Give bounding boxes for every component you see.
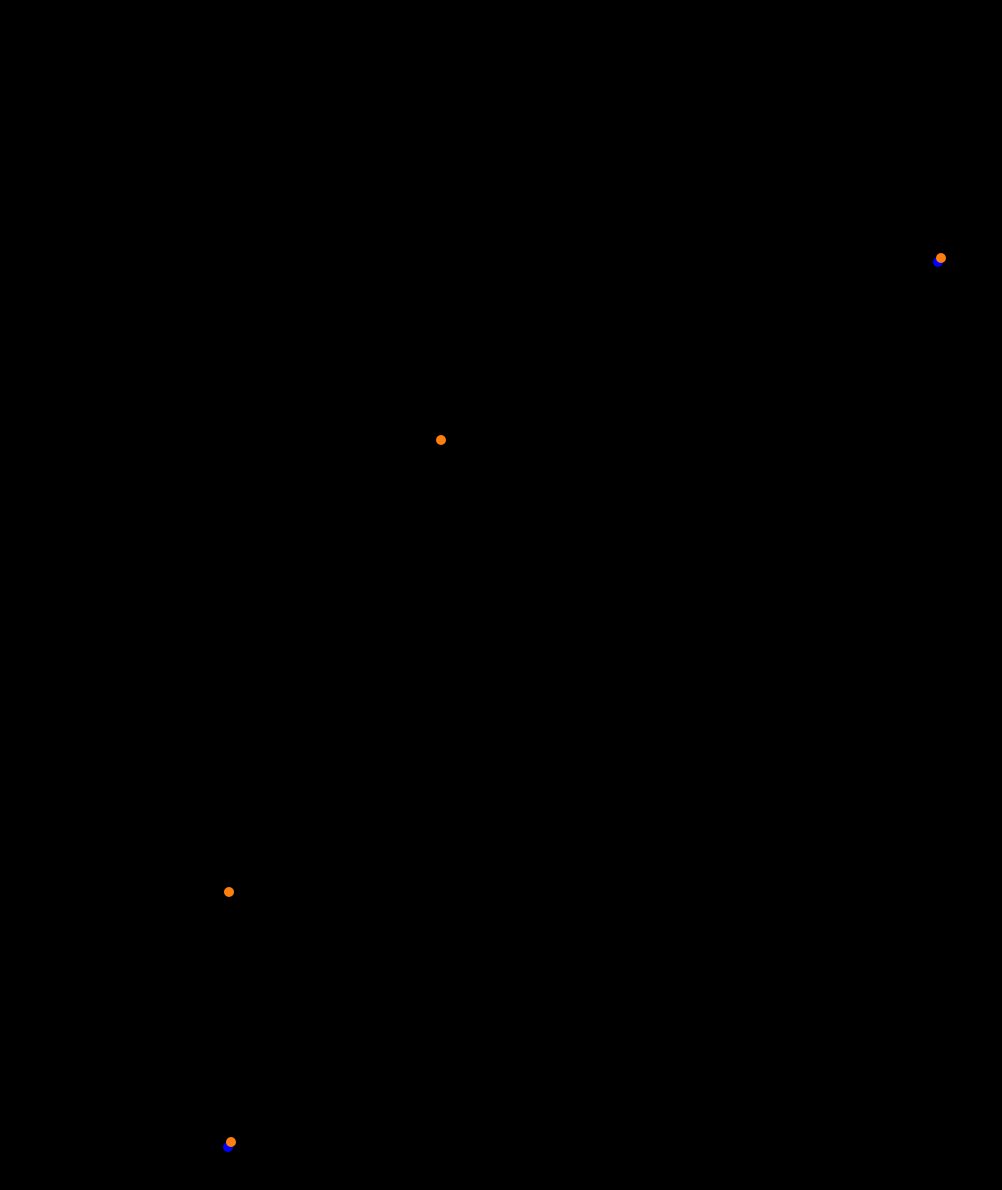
orange-series-point xyxy=(226,1137,236,1147)
orange-series-point xyxy=(224,887,234,897)
blue-series-point xyxy=(223,1142,233,1152)
orange-series-point xyxy=(436,435,446,445)
orange-series-point xyxy=(936,253,946,263)
